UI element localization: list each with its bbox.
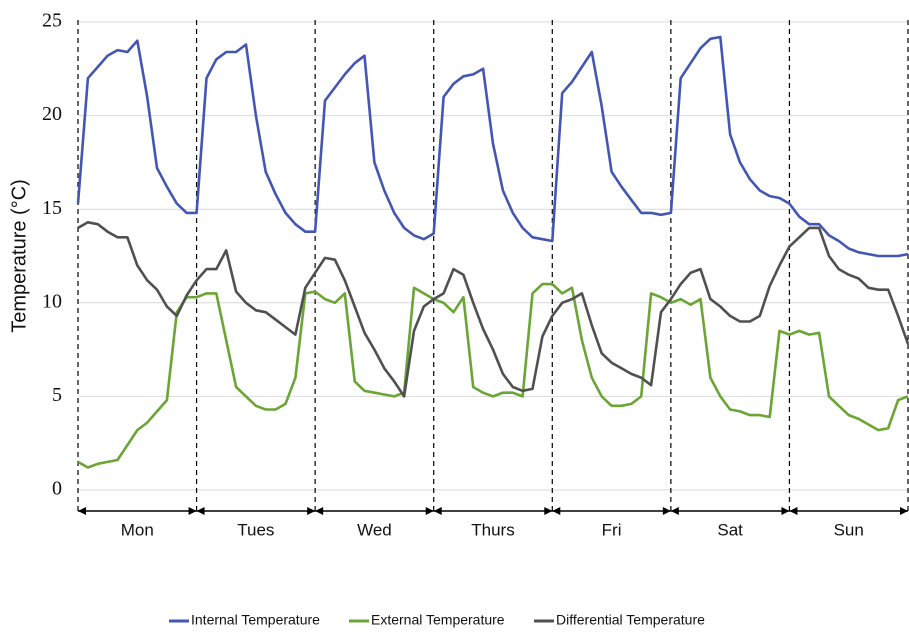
x-tick-label: Mon <box>121 520 154 539</box>
legend-label: Differential Temperature <box>556 612 705 628</box>
arrow-head <box>670 507 679 515</box>
arrow-head <box>662 507 671 515</box>
y-tick-label: 5 <box>52 384 62 406</box>
series-line <box>77 221 909 398</box>
arrow-head <box>196 507 205 515</box>
arrow-head <box>900 507 908 515</box>
arrow-head <box>552 507 561 515</box>
series-line <box>77 282 909 469</box>
x-tick-label: Wed <box>357 520 392 539</box>
arrow-head <box>315 507 324 515</box>
series-line <box>76 35 909 258</box>
arrow-head <box>78 507 86 515</box>
arrow-head <box>188 507 197 515</box>
x-tick-label: Sat <box>717 520 743 539</box>
arrow-head <box>307 507 316 515</box>
arrow-head <box>544 507 553 515</box>
arrow-head <box>425 507 434 515</box>
arrow-head <box>789 507 798 515</box>
y-tick-label: 0 <box>52 478 62 500</box>
x-tick-label: Fri <box>602 520 622 539</box>
y-tick-label: 10 <box>42 290 62 312</box>
x-tick-label: Thurs <box>471 520 514 539</box>
y-tick-label: 25 <box>42 10 62 32</box>
y-tick-label: 20 <box>42 103 62 125</box>
y-tick-label: 15 <box>42 197 62 219</box>
legend-label: External Temperature <box>371 612 505 628</box>
arrow-head <box>433 507 442 515</box>
x-tick-label: Sun <box>834 520 864 539</box>
x-tick-label: Tues <box>237 520 274 539</box>
y-axis-label: Temperature (°C) <box>8 179 30 333</box>
arrow-head <box>781 507 790 515</box>
legend-label: Internal Temperature <box>191 612 320 628</box>
